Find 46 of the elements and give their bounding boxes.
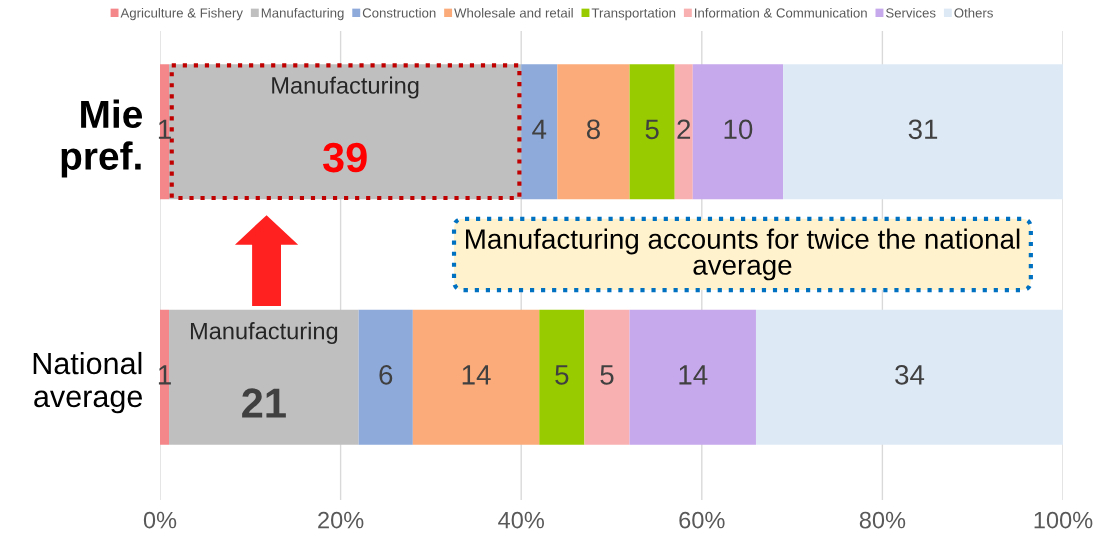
bar bbox=[783, 64, 1063, 200]
data-label: 6 bbox=[379, 365, 393, 385]
data-label: 14 bbox=[679, 365, 708, 385]
bar bbox=[169, 309, 359, 445]
legend-label: Manufacturing bbox=[261, 7, 344, 21]
annotation: Manufacturing bbox=[272, 76, 419, 99]
x-tick-label: 60% bbox=[679, 511, 725, 529]
bar bbox=[755, 309, 1063, 445]
data-label: 10 bbox=[724, 119, 753, 140]
x-tick-label: 100% bbox=[1034, 511, 1093, 529]
data-label: 14 bbox=[462, 365, 491, 385]
bar bbox=[412, 309, 540, 445]
data-label: 5 bbox=[600, 365, 614, 385]
bar bbox=[358, 309, 413, 445]
annotation: Manufacturing bbox=[190, 322, 338, 345]
bar bbox=[584, 309, 630, 445]
bar bbox=[674, 64, 693, 200]
bar bbox=[629, 64, 675, 200]
bar bbox=[521, 64, 558, 200]
data-label: 4 bbox=[532, 119, 547, 139]
x-tick-label: 80% bbox=[859, 511, 906, 529]
x-tick-label: 0% bbox=[143, 511, 177, 529]
data-label: 2 bbox=[677, 119, 691, 139]
data-label: 8 bbox=[586, 119, 600, 140]
data-label: 5 bbox=[555, 365, 569, 385]
data-label: 31 bbox=[908, 119, 938, 140]
legend-label: Construction bbox=[362, 7, 436, 18]
y-tick-label: Mie pref. bbox=[61, 99, 143, 178]
bar bbox=[629, 309, 756, 445]
x-tick-label: 40% bbox=[498, 511, 544, 529]
data-label: 39 bbox=[322, 142, 367, 173]
y-tick-label: National average bbox=[33, 351, 142, 414]
legend-label: Agriculture & Fishery bbox=[120, 7, 243, 21]
data-label: 34 bbox=[895, 365, 925, 385]
data-label: 5 bbox=[645, 119, 659, 140]
legend-label: Transportation bbox=[591, 7, 676, 21]
x-tick-label: 20% bbox=[318, 511, 364, 529]
annotation: Manufacturing accounts for twice the national average bbox=[466, 228, 1020, 281]
legend-label: Others bbox=[954, 7, 993, 18]
data-label: 21 bbox=[242, 388, 286, 418]
bar bbox=[539, 309, 585, 445]
bar bbox=[557, 64, 630, 200]
legend-label: Information & Communication bbox=[695, 7, 867, 18]
bar bbox=[692, 64, 784, 200]
legend-label: Wholesale and retail bbox=[454, 7, 573, 18]
legend-label: Services bbox=[886, 7, 936, 18]
